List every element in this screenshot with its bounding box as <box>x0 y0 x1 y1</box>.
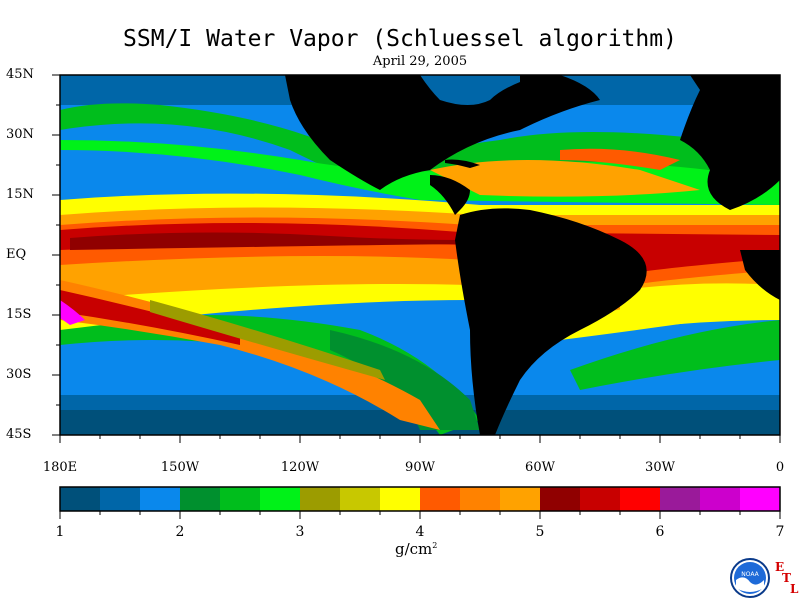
lon-label: 90W <box>405 460 435 475</box>
units-label: g/cm2 <box>395 540 438 558</box>
colorbar-swatch <box>380 487 421 511</box>
colorbar-swatch <box>220 487 261 511</box>
colorbar-swatch <box>420 487 461 511</box>
lon-label: 150W <box>160 460 200 475</box>
map-title: SSM/I Water Vapor (Schluessel algorithm) <box>123 26 677 52</box>
colorbar-swatch <box>340 487 381 511</box>
colorbar-swatch <box>540 487 581 511</box>
colorbar-swatch <box>500 487 541 511</box>
colorbar-swatch <box>660 487 701 511</box>
colorbar-label: 3 <box>295 524 305 540</box>
lon-label: 30W <box>645 460 675 475</box>
colorbar-swatch <box>260 487 301 511</box>
lat-label: EQ <box>6 247 27 262</box>
etl-letter-e: E <box>775 560 785 574</box>
map-field <box>60 75 780 435</box>
colorbar <box>59 487 781 519</box>
etl-letter-t: T <box>782 571 791 585</box>
colorbar-swatch <box>740 487 781 511</box>
colorbar-swatch <box>140 487 181 511</box>
lat-label: 15S <box>6 307 32 322</box>
colorbar-swatch <box>460 487 501 511</box>
lat-label: 45S <box>6 427 32 442</box>
colorbar-label: 4 <box>415 524 425 540</box>
lon-label: 0 <box>775 460 785 475</box>
colorbar-swatch <box>580 487 621 511</box>
lon-label: 120W <box>280 460 320 475</box>
etl-letter-l: L <box>790 582 799 596</box>
colorbar-frame <box>59 486 781 512</box>
lon-label: 180E <box>42 460 78 475</box>
colorbar-swatch <box>60 487 101 511</box>
colorbar-swatch <box>100 487 141 511</box>
colorbar-label: 5 <box>535 524 545 540</box>
colorbar-label: 1 <box>55 524 65 540</box>
axis-ticks <box>52 74 781 443</box>
colorbar-swatch <box>180 487 221 511</box>
lat-label: 30N <box>6 127 34 142</box>
colorbar-label: 7 <box>775 524 785 540</box>
lon-label: 60W <box>525 460 555 475</box>
colorbar-swatch <box>300 487 341 511</box>
map-date: April 29, 2005 <box>372 54 468 69</box>
noaa-logo: NOAA <box>730 558 770 598</box>
lat-label: 15N <box>6 187 34 202</box>
lat-label: 30S <box>6 367 32 382</box>
colorbar-swatch <box>700 487 741 511</box>
colorbar-label: 6 <box>655 524 665 540</box>
svg-text:NOAA: NOAA <box>741 571 759 578</box>
colorbar-swatch <box>620 487 661 511</box>
lat-label: 45N <box>6 67 34 82</box>
colorbar-label: 2 <box>175 524 185 540</box>
